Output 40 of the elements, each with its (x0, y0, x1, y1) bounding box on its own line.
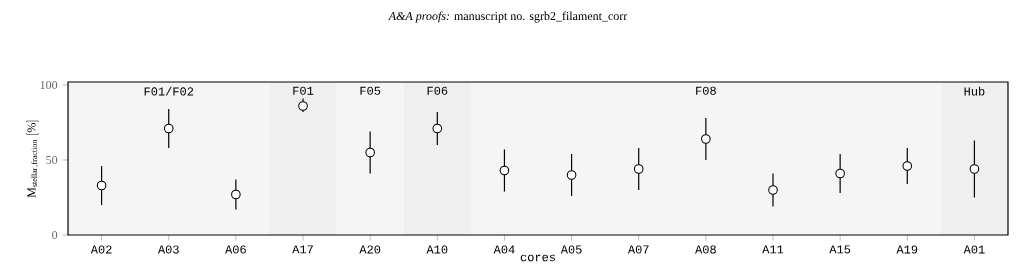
y-tick-label: 0 (52, 230, 58, 240)
point (835, 168, 845, 179)
text: A&A proofs: manuscript no. sgrb2_filament_corr (388, 11, 628, 23)
x-tick-label: A04 (493, 245, 515, 254)
point (566, 170, 577, 180)
band-label: Hub (964, 86, 985, 96)
x-tick-label: A07 (627, 245, 649, 254)
band-label: F05 (360, 86, 381, 95)
y-tick-label: 50 (46, 155, 58, 165)
x-tick-label: A15 (829, 245, 851, 254)
point (298, 101, 308, 111)
band-label: F06 (427, 86, 448, 95)
x-tick-label: A11 (762, 245, 784, 254)
band-label: F08 (696, 86, 716, 95)
point (432, 123, 443, 134)
x-tick-label: A06 (225, 245, 246, 254)
point (969, 164, 980, 174)
band-label: F01/F02 (144, 86, 194, 96)
point (633, 164, 644, 174)
y-tick-label: 100 (40, 80, 58, 90)
point (96, 180, 107, 191)
y-axis-title: $\mathrm{M}_{\mathrm{stellar,fraction}}\ [\%]$ (26, 120, 39, 198)
point (701, 134, 711, 144)
point (365, 147, 375, 158)
point (768, 185, 778, 195)
x-tick-label: A08 (695, 245, 716, 254)
point (499, 165, 510, 176)
x-tick-label: A17 (292, 245, 313, 254)
x-tick-label: A10 (426, 245, 448, 254)
x-tick-label: A03 (157, 245, 179, 254)
x-tick-label: A19 (896, 245, 918, 254)
point (231, 189, 241, 200)
point (902, 161, 913, 171)
x-axis-title: cores (520, 254, 556, 262)
x-tick-label: A01 (963, 245, 985, 254)
x-tick-label: A02 (90, 245, 112, 254)
band-label: F01 (293, 86, 314, 95)
point (163, 123, 174, 134)
x-tick-label: A05 (560, 245, 582, 254)
x-tick-label: A20 (359, 245, 381, 254)
